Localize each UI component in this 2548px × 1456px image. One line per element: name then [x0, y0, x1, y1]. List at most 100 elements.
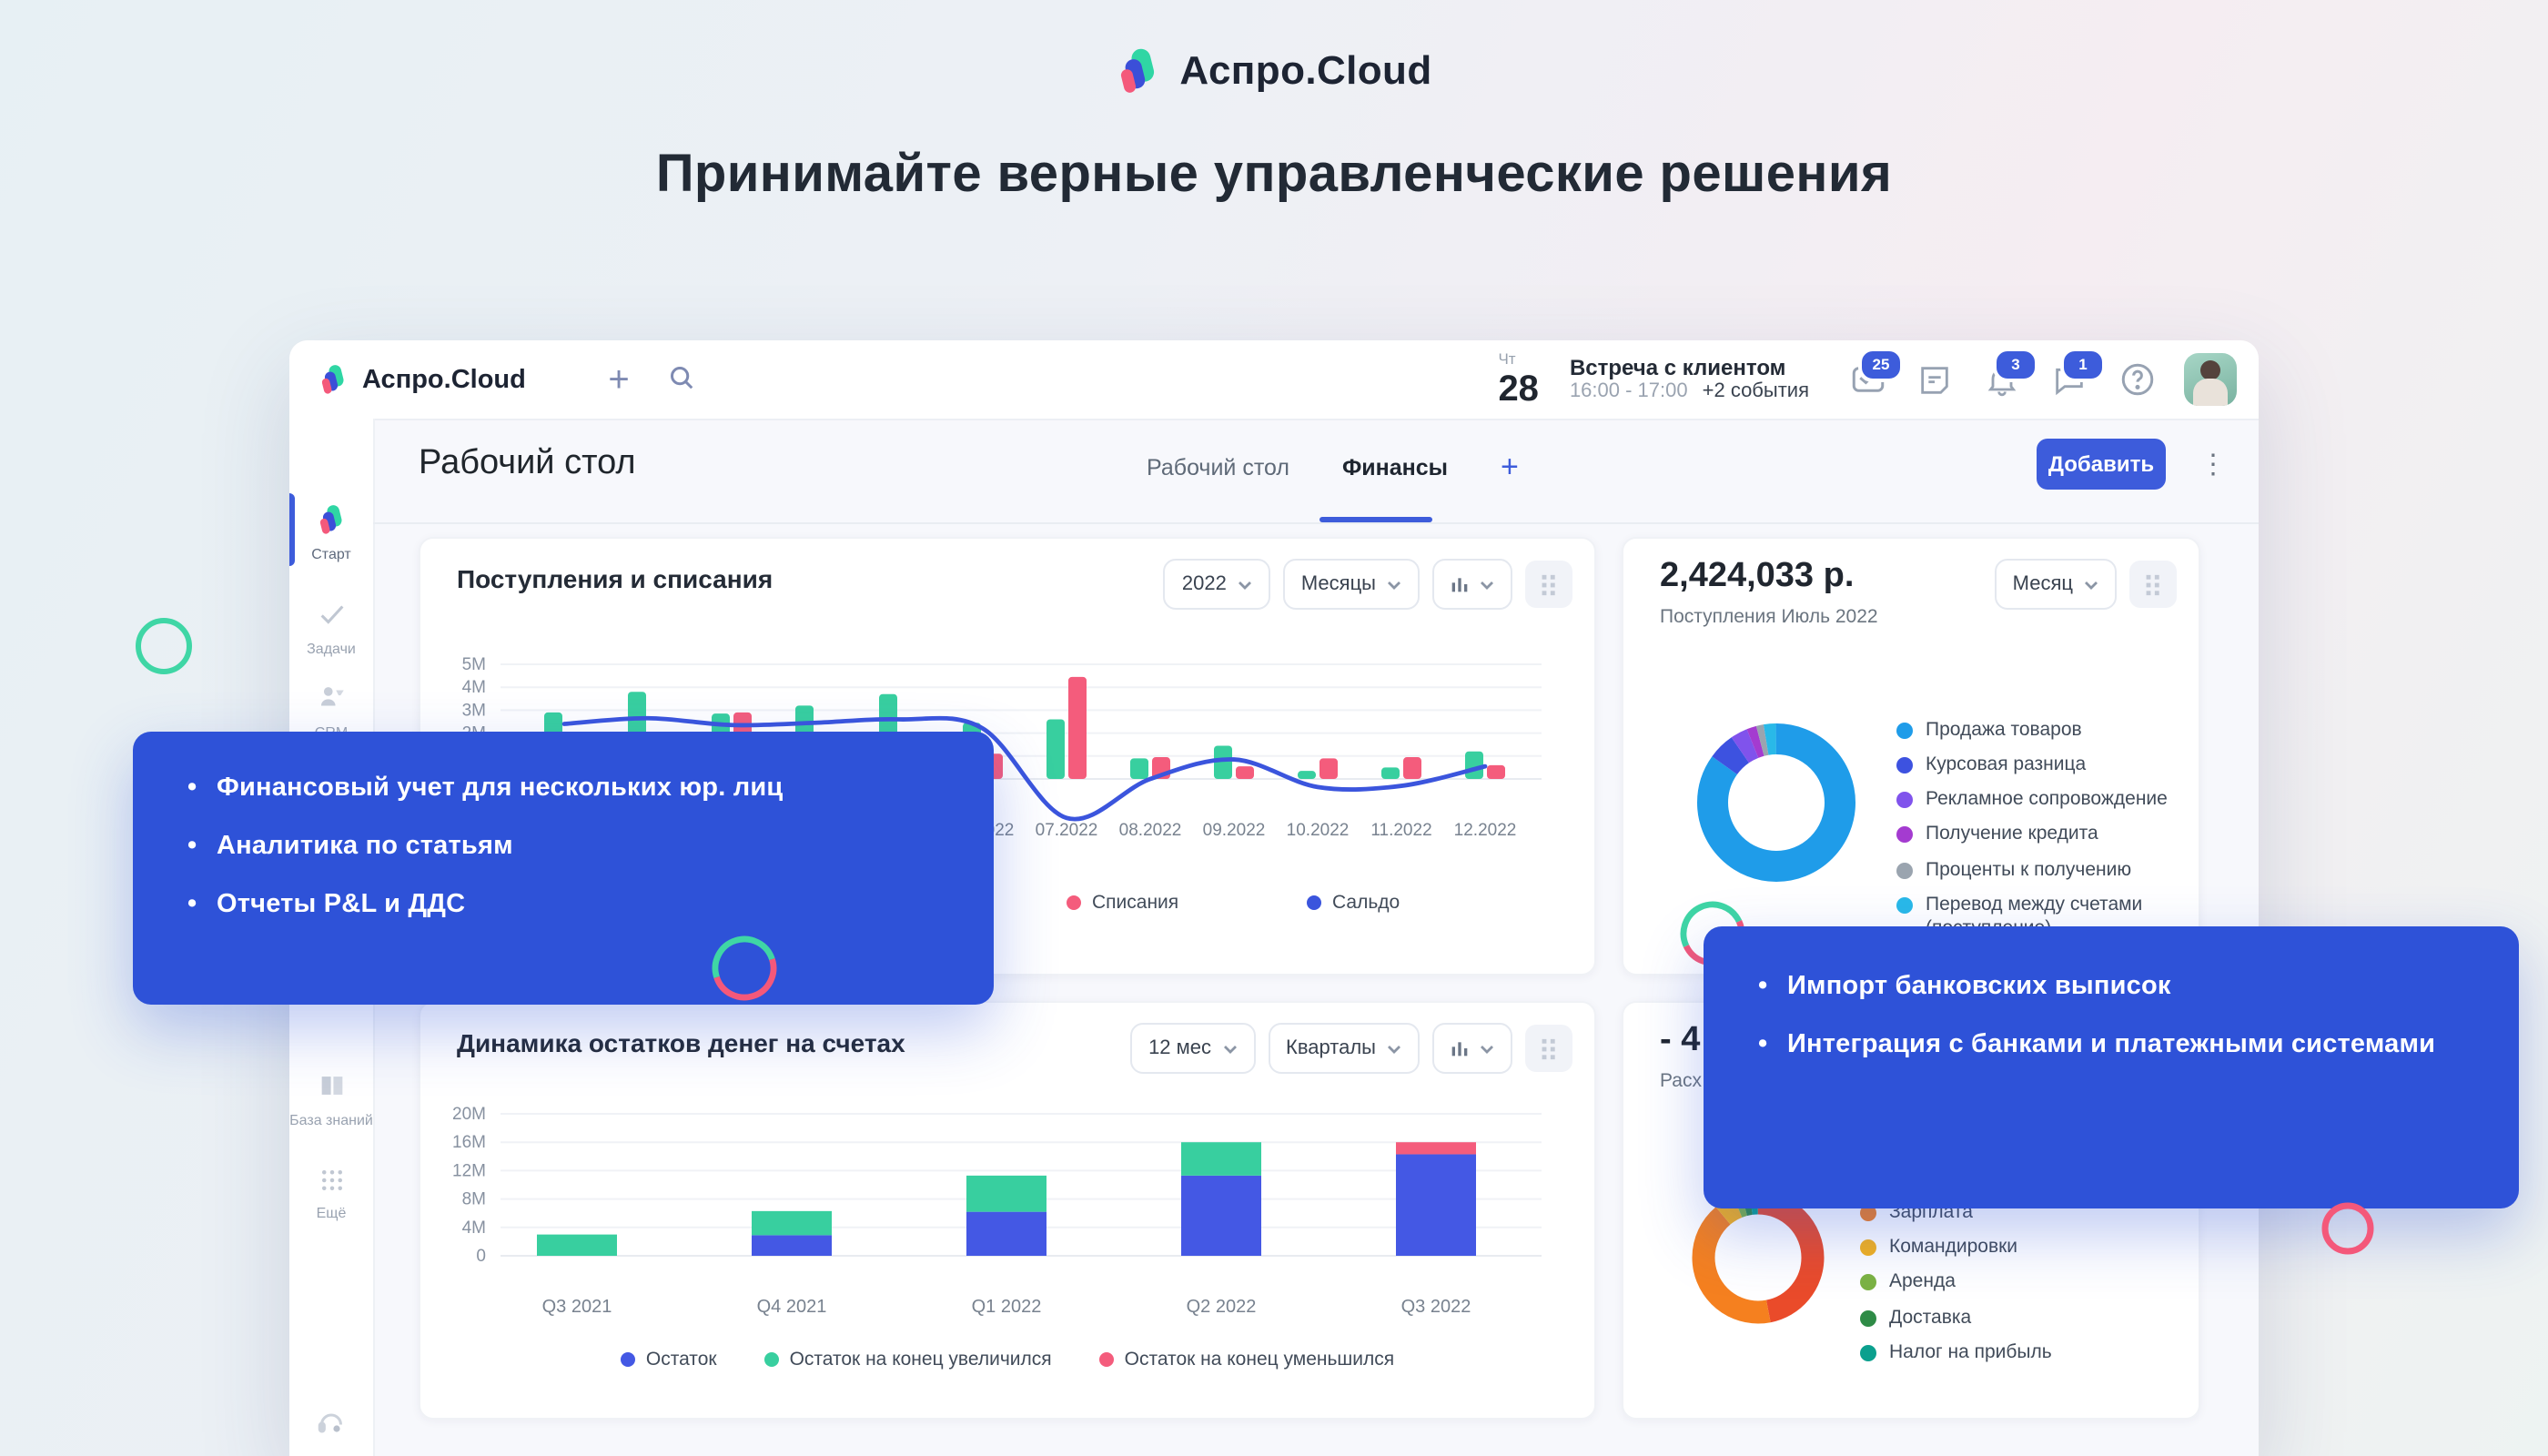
chevron-down-icon: [2085, 581, 2098, 589]
chat-icon[interactable]: 1: [2049, 347, 2106, 399]
drag-handle[interactable]: [1525, 561, 1572, 608]
decor-ring-duo-bottom: [712, 935, 777, 1001]
bar-chart-icon: [1451, 578, 1468, 592]
hero-brand-text: Аспро.Cloud: [1179, 47, 1432, 93]
event-time: 16:00 - 17:00: [1569, 380, 1688, 403]
knowledge-base-icon: [320, 1077, 342, 1095]
expense-subtitle: Расх: [1660, 1070, 1702, 1092]
chart-type-selector[interactable]: [1432, 1023, 1512, 1074]
calendar-date[interactable]: Чт 28: [1498, 351, 1539, 407]
period-filter[interactable]: Месяц: [1994, 559, 2117, 610]
chart-type-selector[interactable]: [1432, 559, 1512, 610]
svg-text:4M: 4M: [462, 1218, 486, 1238]
callout-item: Аналитика по статьям: [187, 828, 950, 866]
card-controls: 12 мес Кварталы: [1130, 1023, 1572, 1074]
mail-badge: 25: [1858, 347, 1904, 381]
search-icon[interactable]: [668, 364, 695, 400]
sidebar-item-tasks[interactable]: Задачи: [289, 599, 373, 659]
year-filter[interactable]: 2022: [1163, 559, 1270, 610]
legend-item: Остаток на конец увеличился: [763, 1349, 1052, 1370]
event-extra: +2 события: [1702, 380, 1809, 403]
legend-item: Рекламное сопровождение: [1896, 789, 2188, 813]
legend-item: Аренда: [1860, 1271, 2169, 1295]
tasks-icon: [319, 605, 343, 624]
drag-handle[interactable]: [2129, 561, 2177, 608]
notes-icon[interactable]: [1915, 359, 1955, 399]
chat-badge: 1: [2060, 347, 2106, 381]
svg-text:5M: 5M: [462, 655, 486, 674]
tab-desktop[interactable]: Рабочий стол: [1147, 455, 1289, 480]
add-tab-button[interactable]: +: [1501, 450, 1519, 484]
callout-finance-features: Финансовый учет для нескольких юр. лиц А…: [133, 732, 994, 1005]
income-legend: Продажа товаров Курсовая разница Рекламное…: [1896, 719, 2188, 941]
legend-item: Остаток на конец уменьшился: [1098, 1349, 1394, 1370]
chevron-down-icon: [1481, 1045, 1493, 1053]
chevron-down-icon: [1388, 581, 1400, 589]
granularity-filter[interactable]: Кварталы: [1268, 1023, 1420, 1074]
sidebar-item-more[interactable]: Ещё: [289, 1167, 373, 1223]
sidebar-item-label: Старт: [311, 546, 351, 562]
legend-item: Командировки: [1860, 1237, 2169, 1260]
drag-dots-icon: [1542, 573, 1555, 595]
sidebar-item-knowledge-base[interactable]: База знаний: [289, 1070, 373, 1130]
dashboard-tabs: Рабочий стол Финансы +: [1147, 450, 1519, 486]
svg-text:16M: 16M: [452, 1133, 486, 1152]
bell-badge: 3: [1993, 347, 2038, 381]
svg-text:07.2022: 07.2022: [1036, 821, 1098, 840]
svg-text:Q3 2022: Q3 2022: [1401, 1297, 1471, 1317]
svg-text:12.2022: 12.2022: [1454, 821, 1517, 840]
svg-text:Q1 2022: Q1 2022: [972, 1297, 1042, 1317]
callout-item: Импорт банковских выписок: [1758, 968, 2472, 1006]
legend-item: Продажа товаров: [1896, 719, 2188, 743]
sidebar-item-label: База знаний: [289, 1112, 373, 1128]
tab-finance[interactable]: Финансы: [1341, 455, 1449, 480]
svg-text:20M: 20M: [452, 1105, 486, 1124]
page-headline: Принимайте верные управленческие решения: [655, 146, 1893, 204]
range-filter[interactable]: 12 мес: [1130, 1023, 1256, 1074]
granularity-filter[interactable]: Месяцы: [1282, 559, 1420, 610]
legend-item: Сальдо: [1307, 892, 1400, 914]
legend-item: Получение кредита: [1896, 824, 2188, 847]
calendar-event[interactable]: Встреча с клиентом 16:00 - 17:00 +2 собы…: [1570, 354, 1809, 404]
callout-item: Отчеты P&L и ДДС: [187, 886, 950, 925]
more-grid-icon: [321, 1170, 341, 1190]
legend-item: Доставка: [1860, 1306, 2169, 1330]
quick-add-button[interactable]: +: [608, 359, 630, 399]
user-avatar[interactable]: [2184, 353, 2237, 406]
sidebar-item-support[interactable]: [289, 1407, 373, 1449]
income-donut-chart: [1697, 723, 1855, 882]
active-indicator: [289, 493, 295, 566]
balance-legend: Остаток Остаток на конец увеличился Оста…: [420, 1349, 1594, 1370]
page-title: Рабочий стол: [419, 444, 636, 482]
active-tab-underline: [1320, 517, 1432, 522]
topbar-right-cluster: Чт 28 Встреча с клиентом 16:00 - 17:00 +…: [1498, 340, 2237, 419]
start-icon: [318, 505, 341, 534]
sidebar-item-start[interactable]: Старт: [289, 504, 373, 564]
header-divider: [373, 522, 2259, 524]
sidebar-item-label: Задачи: [307, 641, 356, 657]
chevron-down-icon: [1238, 581, 1251, 589]
drag-handle[interactable]: [1525, 1025, 1572, 1072]
svg-text:8M: 8M: [462, 1190, 486, 1209]
app-brand: Аспро.Cloud: [318, 340, 526, 419]
bell-icon[interactable]: 3: [1982, 347, 2038, 399]
kebab-menu-icon[interactable]: ⋮: [2199, 450, 2227, 480]
svg-text:Q3 2021: Q3 2021: [542, 1297, 612, 1317]
chevron-down-icon: [1223, 1045, 1237, 1053]
help-icon[interactable]: [2117, 359, 2157, 399]
hero-brand: Аспро.Cloud: [0, 47, 2548, 95]
callout-item: Финансовый учет для нескольких юр. лиц: [187, 770, 950, 808]
mail-icon[interactable]: 25: [1847, 347, 1904, 399]
app-topbar: Аспро.Cloud + Чт 28 Встреча с клиентом 1…: [289, 340, 2259, 420]
add-widget-button[interactable]: Добавить: [2037, 439, 2166, 490]
svg-text:3M: 3M: [462, 701, 486, 720]
legend-item: Курсовая разница: [1896, 753, 2188, 777]
support-icon: [318, 1413, 342, 1433]
crm-icon: [319, 687, 343, 706]
decor-ring-teal: [136, 618, 192, 674]
drag-dots-icon: [2146, 573, 2159, 595]
callout-bank-features: Импорт банковских выписок Интеграция с б…: [1704, 926, 2519, 1208]
expense-amount: - 4: [1660, 1021, 1701, 1059]
